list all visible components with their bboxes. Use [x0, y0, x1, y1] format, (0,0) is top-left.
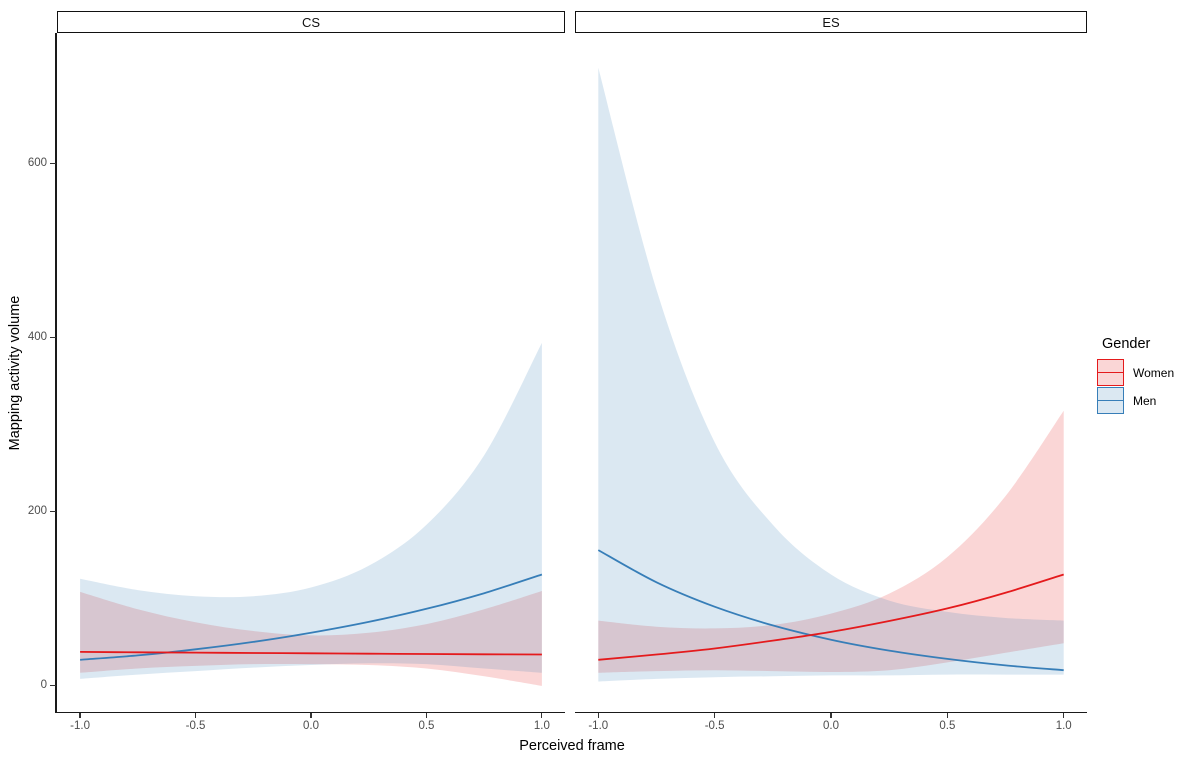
legend: Gender Women Men	[1097, 336, 1174, 415]
x-tick-mark	[1063, 713, 1065, 718]
y-axis-line	[55, 33, 58, 713]
x-tick-label: 0.5	[939, 720, 956, 732]
x-tick-label: -1.0	[588, 720, 609, 732]
x-axis-title: Perceived frame	[519, 738, 625, 754]
ribbon-men	[598, 67, 1064, 682]
x-tick-mark	[541, 713, 543, 718]
y-tick-label: 0	[40, 678, 47, 691]
legend-label-men: Men	[1133, 393, 1157, 408]
x-tick-label: -1.0	[70, 720, 90, 732]
x-tick-label: 1.0	[533, 720, 550, 732]
y-tick-mark	[50, 685, 56, 687]
legend-title: Gender	[1102, 336, 1151, 352]
panel-es	[597, 67, 1064, 682]
x-tick-label: 1.0	[1055, 720, 1072, 732]
legend-item-men: Men	[1097, 387, 1174, 414]
legend-label-women: Women	[1133, 365, 1175, 380]
trend-line-men	[597, 549, 1064, 672]
x-tick-mark	[946, 713, 948, 718]
facet-strip-es: ES	[575, 11, 1087, 33]
y-tick-mark	[50, 162, 56, 165]
x-tick-mark	[425, 713, 428, 718]
legend-keyline-women	[1098, 371, 1123, 374]
y-tick-mark	[50, 511, 56, 513]
ribbon-men	[80, 342, 542, 679]
x-axis-line	[57, 711, 565, 714]
trend-line-women	[80, 651, 542, 656]
ribbon-women	[80, 591, 542, 686]
x-tick-mark	[714, 713, 716, 718]
x-tick-mark	[194, 713, 197, 718]
facet-strip-cs: CS	[57, 11, 565, 33]
x-tick-label: 0.0	[303, 720, 319, 732]
x-tick-mark	[79, 713, 81, 718]
y-tick-label: 200	[27, 504, 47, 517]
x-tick-label: 0.5	[418, 720, 435, 732]
trend-line-men	[80, 573, 543, 661]
trend-line-women	[598, 573, 1064, 661]
x-axis-line	[575, 711, 1087, 714]
x-tick-mark	[310, 713, 312, 718]
x-tick-mark	[830, 713, 832, 718]
y-axis-title: Mapping activity volume	[7, 295, 23, 451]
ribbon-women	[598, 410, 1064, 673]
panel-cs	[80, 342, 543, 686]
y-tick-label: 600	[27, 156, 47, 169]
legend-item-women: Women	[1097, 359, 1174, 386]
x-tick-label: -0.5	[185, 720, 206, 732]
y-tick-label: 400	[27, 330, 47, 343]
legend-key-women	[1097, 359, 1124, 386]
x-tick-label: -0.5	[704, 720, 725, 732]
y-tick-mark	[50, 337, 56, 339]
legend-key-men	[1097, 387, 1124, 414]
legend-keyline-men	[1098, 399, 1123, 402]
x-tick-label: 0.0	[823, 720, 839, 732]
x-tick-mark	[597, 713, 599, 718]
